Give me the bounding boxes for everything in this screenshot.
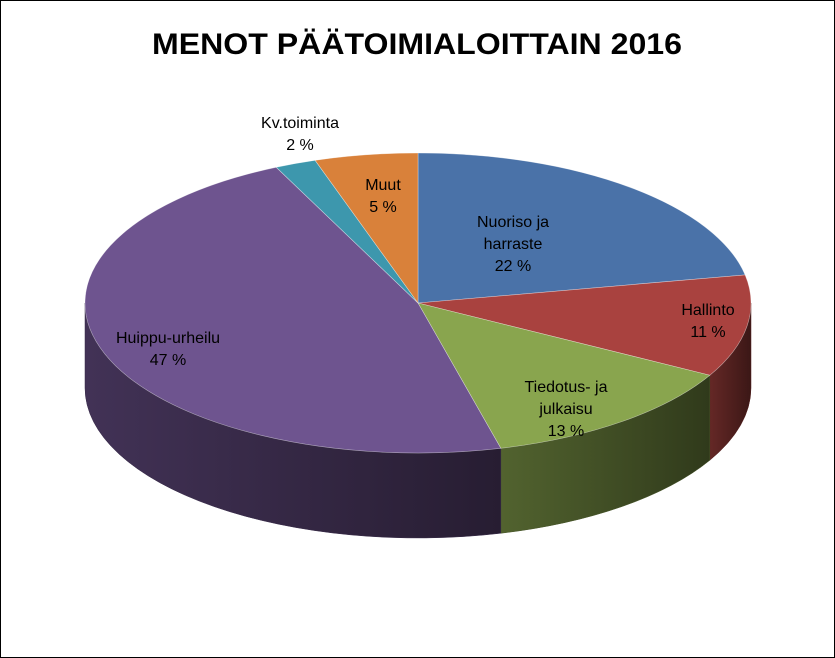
- slice-value: 11 %: [690, 324, 726, 341]
- slice-name: Muut: [365, 177, 401, 194]
- slice-label: Hallinto 11 %: [663, 300, 753, 344]
- slice-label: Tiedotus- ja julkaisu 13 %: [511, 377, 621, 443]
- slice-label: Nuoriso ja harraste 22 %: [458, 212, 568, 278]
- slice-name: Kv.toiminta: [261, 115, 339, 132]
- pie-slice: [314, 152, 419, 304]
- pie-slice: [417, 274, 752, 376]
- slice-name: Tiedotus- ja julkaisu: [524, 379, 608, 418]
- pie-slice: [417, 302, 711, 449]
- slice-name: Huippu-urheilu: [115, 330, 221, 347]
- slice-label: Muut 5 %: [353, 175, 413, 219]
- slice-value: 22 %: [494, 258, 532, 275]
- slice-value: 2 %: [286, 137, 314, 154]
- slice-value: 13 %: [547, 423, 585, 440]
- slice-name: Hallinto: [681, 302, 735, 319]
- slice-label: Huippu-urheilu 47 %: [93, 328, 243, 372]
- slice-label: Kv.toiminta 2 %: [235, 113, 365, 157]
- pie-slice: [417, 152, 746, 304]
- slice-name: Nuoriso ja harraste: [476, 214, 550, 253]
- chart-title: MENOT PÄÄTOIMIALOITTAIN 2016: [152, 28, 682, 61]
- slice-value: 5 %: [369, 199, 397, 216]
- slice-value: 47 %: [149, 352, 187, 369]
- pie-slice: [84, 166, 502, 454]
